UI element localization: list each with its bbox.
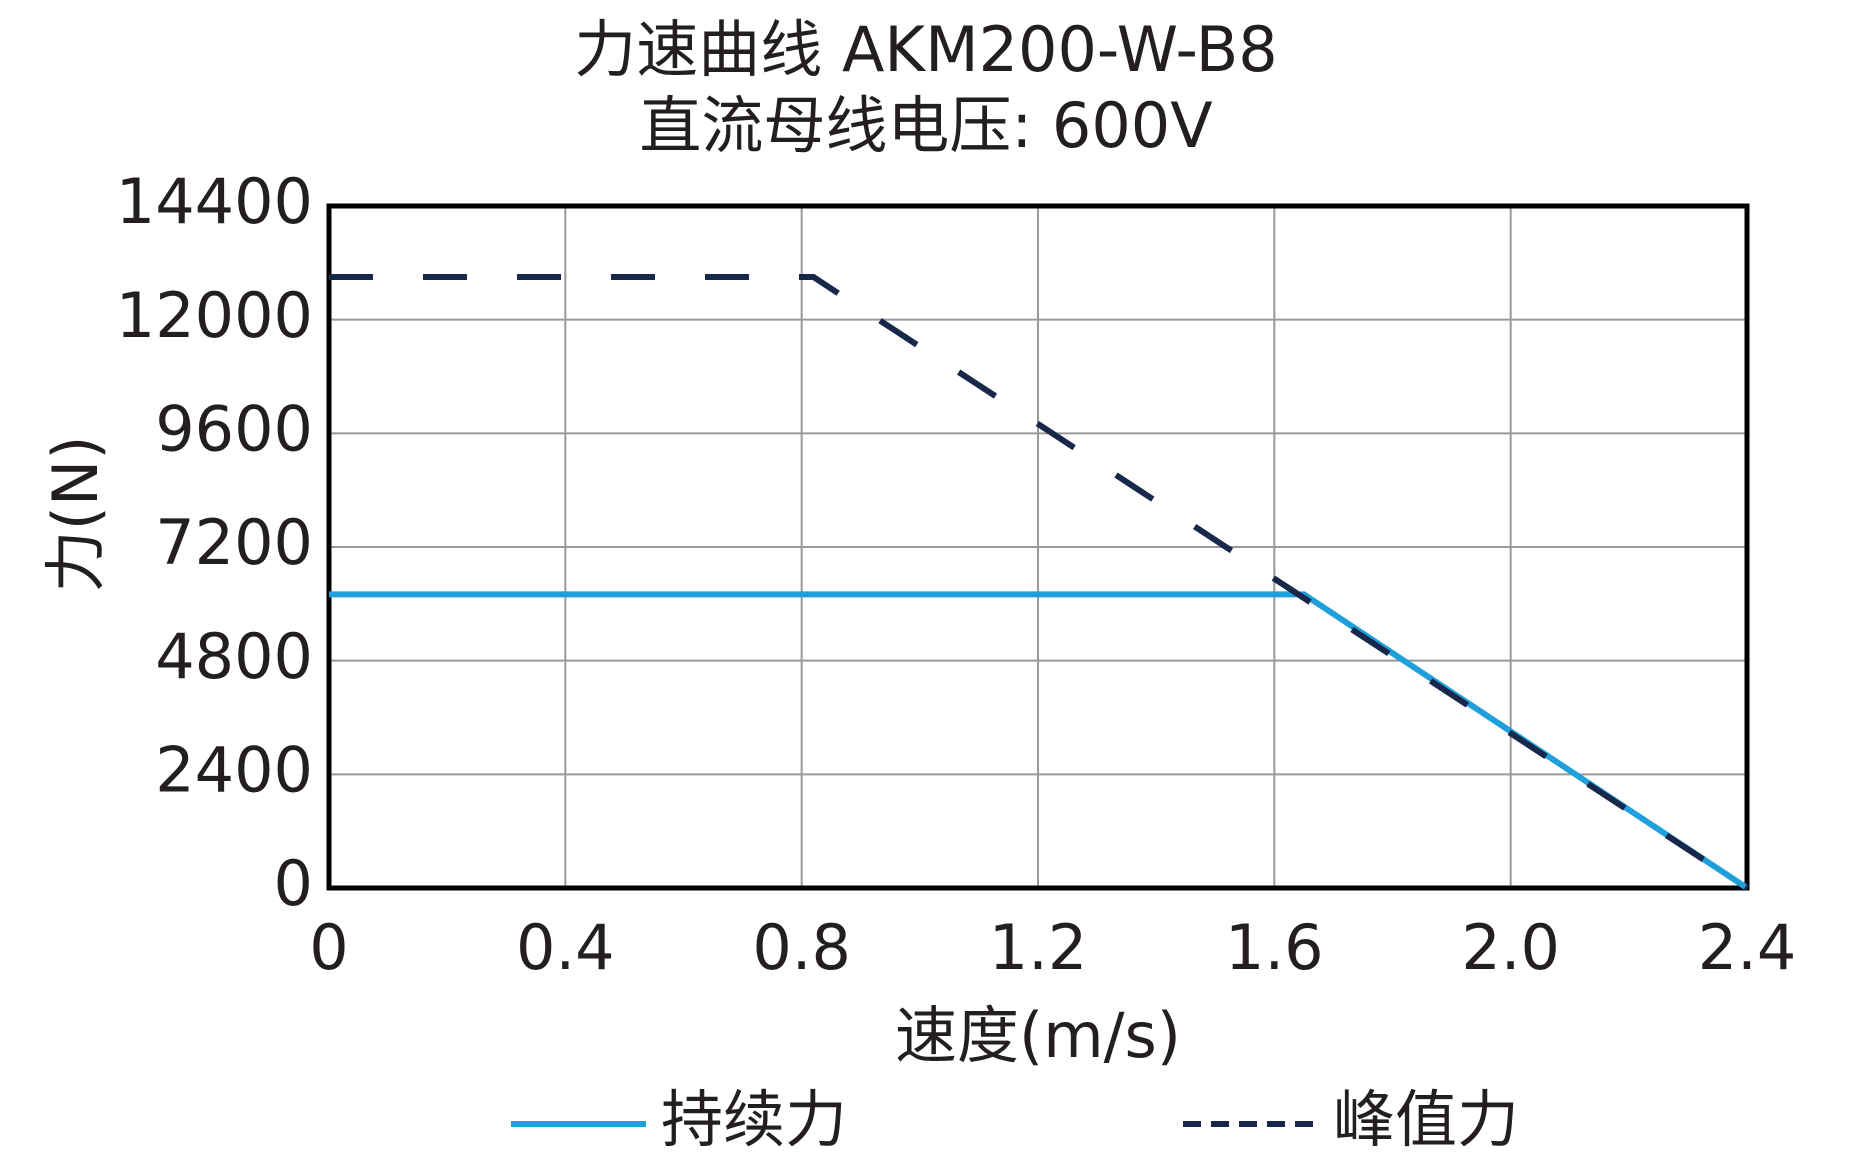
x-tick-label: 0	[309, 911, 348, 984]
y-tick-label: 12000	[116, 279, 313, 352]
chart-subtitle: 直流母线电压: 600V	[639, 89, 1212, 162]
y-tick-label: 7200	[155, 506, 313, 579]
x-tick-label: 0.4	[516, 911, 615, 984]
x-tick-label: 1.6	[1225, 911, 1324, 984]
chart-title: 力速曲线 AKM200-W-B8	[574, 13, 1277, 86]
x-tick-label: 0.8	[752, 911, 851, 984]
y-tick-label: 2400	[155, 733, 313, 806]
plot-frame	[326, 203, 1750, 891]
legend-label: 持续力	[661, 1083, 847, 1156]
y-tick-label: 4800	[155, 620, 313, 693]
data-line	[329, 274, 1749, 891]
y-axis-label: 力(N)	[39, 436, 112, 593]
y-tick-label: 0	[274, 847, 313, 920]
legend-label: 峰值力	[1333, 1083, 1519, 1156]
y-tick-label: 14400	[116, 165, 313, 238]
y-tick-label: 9600	[155, 392, 313, 465]
x-tick-label: 2.4	[1698, 911, 1797, 984]
x-tick-label: 1.2	[989, 911, 1088, 984]
x-axis-label: 速度(m/s)	[895, 999, 1181, 1072]
x-tick-label: 2.0	[1461, 911, 1560, 984]
